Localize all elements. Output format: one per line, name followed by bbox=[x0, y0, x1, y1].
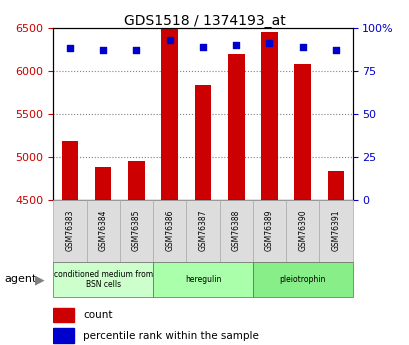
Text: GSM76386: GSM76386 bbox=[165, 209, 174, 251]
FancyBboxPatch shape bbox=[252, 200, 285, 262]
Bar bbox=[161, 29, 178, 200]
FancyBboxPatch shape bbox=[285, 200, 319, 262]
Bar bbox=[94, 167, 111, 200]
Text: count: count bbox=[83, 310, 112, 320]
Point bbox=[67, 46, 73, 51]
FancyBboxPatch shape bbox=[186, 200, 219, 262]
Bar bbox=[261, 32, 277, 200]
FancyBboxPatch shape bbox=[153, 262, 252, 297]
FancyBboxPatch shape bbox=[153, 200, 186, 262]
Text: GSM76387: GSM76387 bbox=[198, 209, 207, 251]
Point bbox=[265, 40, 272, 46]
Bar bbox=[61, 141, 78, 200]
Point bbox=[199, 44, 206, 49]
FancyBboxPatch shape bbox=[119, 200, 153, 262]
Bar bbox=[327, 171, 344, 200]
FancyBboxPatch shape bbox=[219, 200, 252, 262]
Text: GSM76388: GSM76388 bbox=[231, 209, 240, 251]
Point bbox=[133, 47, 139, 53]
Bar bbox=[194, 85, 211, 200]
Point bbox=[332, 47, 338, 53]
Text: pleiotrophin: pleiotrophin bbox=[279, 275, 325, 284]
FancyBboxPatch shape bbox=[252, 262, 352, 297]
Bar bbox=[294, 64, 310, 200]
FancyBboxPatch shape bbox=[319, 200, 352, 262]
Text: agent: agent bbox=[4, 275, 36, 284]
Text: GSM76391: GSM76391 bbox=[330, 209, 339, 251]
Point bbox=[299, 44, 305, 49]
Text: GSM76389: GSM76389 bbox=[264, 209, 273, 251]
Text: heregulin: heregulin bbox=[184, 275, 220, 284]
Bar bbox=[128, 161, 144, 200]
Bar bbox=[53, 328, 74, 343]
FancyBboxPatch shape bbox=[53, 200, 86, 262]
FancyBboxPatch shape bbox=[86, 200, 119, 262]
Text: conditioned medium from
BSN cells: conditioned medium from BSN cells bbox=[54, 270, 153, 289]
Text: GSM76385: GSM76385 bbox=[132, 209, 141, 251]
Text: ▶: ▶ bbox=[35, 273, 44, 286]
Point bbox=[100, 47, 106, 53]
Text: GDS1518 / 1374193_at: GDS1518 / 1374193_at bbox=[124, 14, 285, 28]
Text: percentile rank within the sample: percentile rank within the sample bbox=[83, 331, 258, 341]
Text: GSM76390: GSM76390 bbox=[297, 209, 306, 251]
Text: GSM76384: GSM76384 bbox=[99, 209, 108, 251]
Bar bbox=[53, 308, 74, 322]
FancyBboxPatch shape bbox=[53, 262, 153, 297]
Bar bbox=[227, 54, 244, 200]
Point bbox=[166, 37, 173, 42]
Text: GSM76383: GSM76383 bbox=[65, 209, 74, 251]
Point bbox=[232, 42, 239, 48]
